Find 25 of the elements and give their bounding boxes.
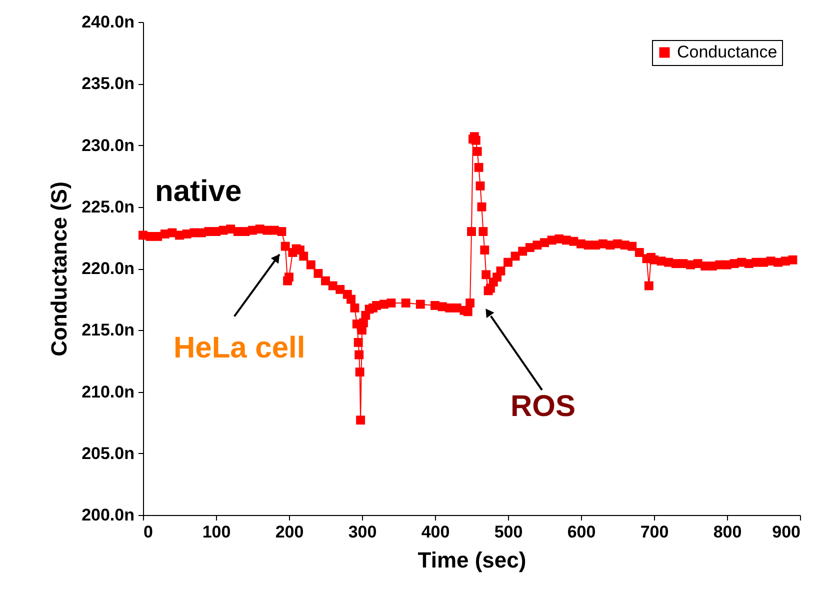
y-axis-title: Conductance (S): [46, 182, 72, 356]
annotation: native: [155, 175, 242, 208]
y-tick-label: 200.0n: [82, 506, 134, 524]
y-tick-label: 205.0n: [82, 444, 134, 463]
annotation: ROS: [510, 390, 576, 423]
y-tick-label: 210.0n: [82, 382, 134, 402]
x-tick-label: 200: [275, 522, 304, 542]
x-tick-label: 300: [348, 522, 377, 542]
y-tick-label: 215.0n: [82, 320, 134, 340]
x-tick-label: 800: [713, 522, 742, 542]
x-axis-title: Time (sec): [418, 548, 526, 572]
x-tick-label: 0: [144, 522, 153, 542]
y-tick-label: 240.0n: [82, 12, 134, 32]
annotation: HeLa cell: [173, 331, 306, 364]
y-tick-label: 230.0n: [82, 136, 134, 155]
x-tick-label: 700: [640, 522, 669, 542]
y-tick-label: 235.0n: [82, 74, 134, 94]
x-tick-label: 400: [421, 522, 450, 542]
x-tick-label: 100: [202, 522, 231, 542]
y-tick-label: 220.0n: [82, 259, 134, 278]
x-tick-label: 500: [494, 522, 523, 542]
x-tick-label: 900: [772, 522, 800, 542]
y-tick-label: 225.0n: [82, 197, 134, 216]
x-tick-label: 600: [567, 522, 596, 542]
legend-label: Conductance: [677, 42, 778, 62]
